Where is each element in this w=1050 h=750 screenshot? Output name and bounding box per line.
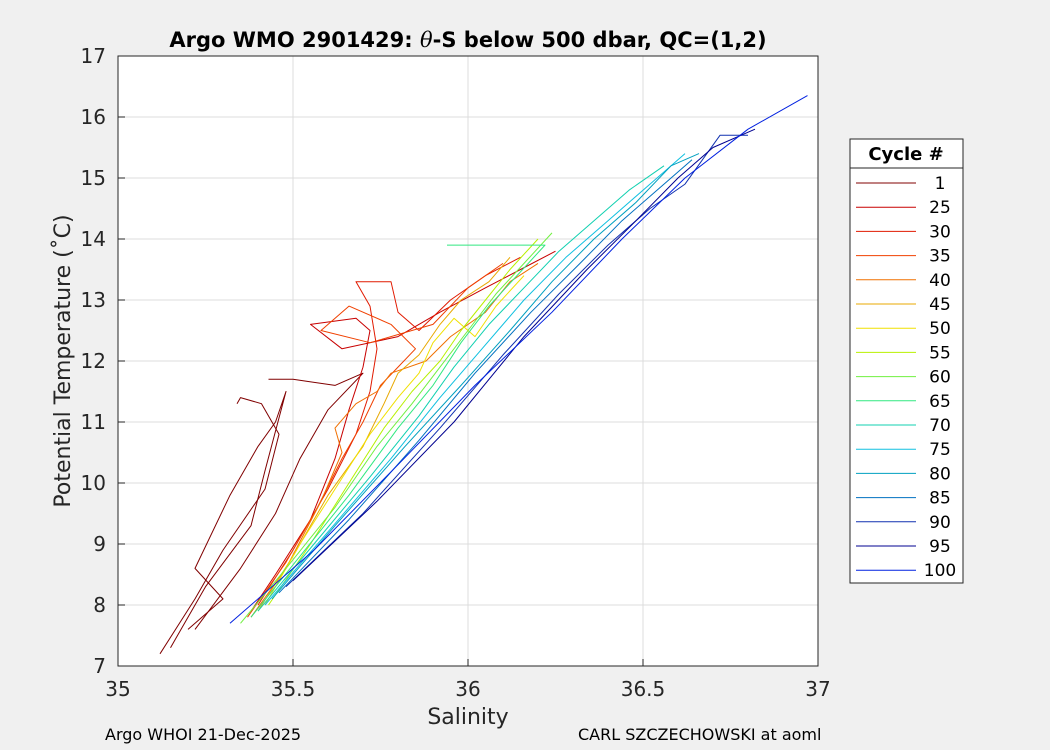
legend-label: 30	[929, 222, 951, 242]
y-tick-label: 11	[81, 410, 106, 434]
legend-entries: 1 25 30 35 40 45 50 55 60 65 70 75 80 85 90 95 100	[856, 174, 956, 581]
x-axis-label: Salinity	[427, 705, 508, 730]
legend-label: 95	[929, 537, 951, 557]
footer-right: CARL SZCZECHOWSKI at aoml	[578, 725, 822, 744]
y-tick-label: 13	[81, 288, 106, 312]
x-tick-label: 35.5	[271, 677, 316, 701]
title-prefix: Argo WMO 2901429:	[169, 28, 420, 52]
y-tick-labels: 7 8 9 10 11 12 13 14 15 16 17	[81, 44, 106, 678]
y-tick-label: 15	[81, 166, 106, 190]
series-group	[159, 95, 808, 655]
legend-label: 35	[929, 247, 951, 267]
y-tick-label: 8	[93, 593, 106, 617]
legend-label: 60	[929, 368, 951, 388]
y-tick-label: 14	[81, 227, 106, 251]
legend-title: Cycle #	[868, 144, 943, 165]
series-line-6	[250, 262, 539, 618]
legend-label: 45	[929, 295, 951, 315]
series-line-18	[229, 95, 808, 624]
y-tick-label: 12	[81, 349, 106, 373]
series-line-7	[257, 256, 511, 612]
series-line-1	[170, 391, 287, 648]
y-tick-label: 10	[81, 471, 106, 495]
y-tick-label: 9	[93, 532, 106, 556]
y-tick-label: 16	[81, 105, 106, 129]
title-suffix: -S below 500 dbar, QC=(1,2)	[433, 28, 767, 52]
series-line-8	[264, 275, 525, 606]
legend-label: 65	[929, 392, 951, 412]
series-line-15	[278, 159, 693, 594]
legend-label: 70	[929, 416, 951, 436]
x-tick-label: 35	[105, 677, 130, 701]
legend-label: 40	[929, 271, 951, 291]
series-line-13	[264, 153, 686, 606]
x-tick-label: 37	[805, 677, 830, 701]
x-tick-labels: 35 35.5 36 36.5 37	[105, 677, 830, 701]
legend-label: 25	[929, 198, 951, 218]
series-line-4	[257, 256, 521, 606]
legend-label: 100	[924, 561, 956, 581]
legend-label: 85	[929, 489, 951, 509]
legend-label: 1	[935, 174, 946, 194]
legend-label: 80	[929, 464, 951, 484]
plot-frame	[117, 55, 819, 667]
x-tick-label: 36	[455, 677, 480, 701]
y-tick-label: 7	[93, 654, 106, 678]
series-line-11	[250, 244, 546, 618]
title-theta-symbol: θ	[420, 28, 433, 52]
legend-label: 50	[929, 319, 951, 339]
y-axis-label: Potential Temperature (˚C)	[51, 214, 76, 507]
series-line-0	[159, 397, 280, 655]
legend-label: 55	[929, 343, 951, 363]
series-line-10	[240, 232, 553, 624]
series-line-3	[250, 250, 556, 612]
x-tick-label: 36.5	[621, 677, 666, 701]
legend: Cycle # 12530354045505560657075808590951…	[849, 138, 964, 584]
y-tick-label: 17	[81, 44, 106, 68]
series-line-17	[292, 128, 756, 581]
series-line-14	[271, 153, 700, 600]
legend-label: 90	[929, 513, 951, 533]
series-line-16	[285, 134, 748, 588]
footer-left: Argo WHOI 21-Dec-2025	[105, 725, 302, 744]
chart-title: Argo WMO 2901429: θ-S below 500 dbar, QC…	[169, 28, 766, 52]
legend-label: 75	[929, 440, 951, 460]
legend-box	[849, 138, 964, 584]
series-line-12	[257, 165, 665, 612]
series-line-2	[194, 372, 364, 630]
